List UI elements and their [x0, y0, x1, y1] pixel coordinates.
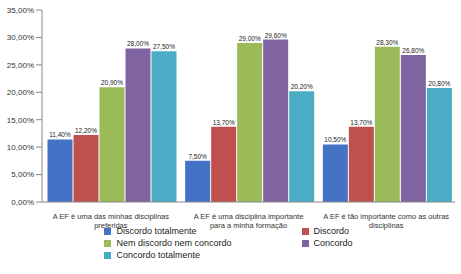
svg-text:11,40%: 11,40%: [49, 131, 71, 138]
svg-text:13,70%: 13,70%: [350, 119, 372, 126]
svg-text:15,00%: 15,00%: [8, 116, 34, 125]
html-text:Concordo totalmente: Concordo totalmente: [116, 250, 200, 260]
html-text:Nem discordo nem concordo: Nem discordo nem concordo: [116, 238, 232, 248]
svg-text:10,00%: 10,00%: [8, 143, 34, 152]
svg-text:20,90%: 20,90%: [101, 79, 123, 86]
svg-text:29,00%: 29,00%: [239, 35, 261, 42]
svg-text:25,00%: 25,00%: [8, 61, 34, 70]
svg-text:A EF é uma disciplina importan: A EF é uma disciplina importantepara a m…: [194, 212, 304, 230]
svg-text:A EF é tão importante como as: A EF é tão importante como as outrasdisc…: [323, 212, 449, 230]
html-text:Discordo totalmente: Discordo totalmente: [116, 226, 197, 236]
svg-text:20,20%: 20,20%: [291, 83, 313, 90]
svg-text:20,00%: 20,00%: [8, 88, 34, 97]
svg-text:0,00%: 0,00%: [11, 198, 34, 207]
svg-text:27,50%: 27,50%: [153, 43, 175, 50]
svg-text:28,30%: 28,30%: [376, 39, 398, 46]
svg-text:35,00%: 35,00%: [8, 6, 34, 15]
svg-text:30,00%: 30,00%: [8, 33, 34, 42]
svg-text:5,00%: 5,00%: [11, 170, 34, 179]
svg-text:29,60%: 29,60%: [265, 32, 287, 39]
html-text:Discordo: Discordo: [313, 226, 349, 236]
svg-text:20,80%: 20,80%: [428, 80, 450, 87]
svg-text:A EF é uma das minhas discipli: A EF é uma das minhas disciplinaspreferi…: [53, 212, 170, 230]
svg-text:7,50%: 7,50%: [188, 153, 207, 160]
svg-text:13,70%: 13,70%: [213, 119, 235, 126]
svg-text:10,50%: 10,50%: [324, 136, 346, 143]
svg-text:12,20%: 12,20%: [75, 127, 97, 134]
html-text:Concordo: Concordo: [313, 238, 353, 248]
svg-text:28,00%: 28,00%: [127, 40, 149, 47]
svg-text:26,80%: 26,80%: [402, 47, 424, 54]
